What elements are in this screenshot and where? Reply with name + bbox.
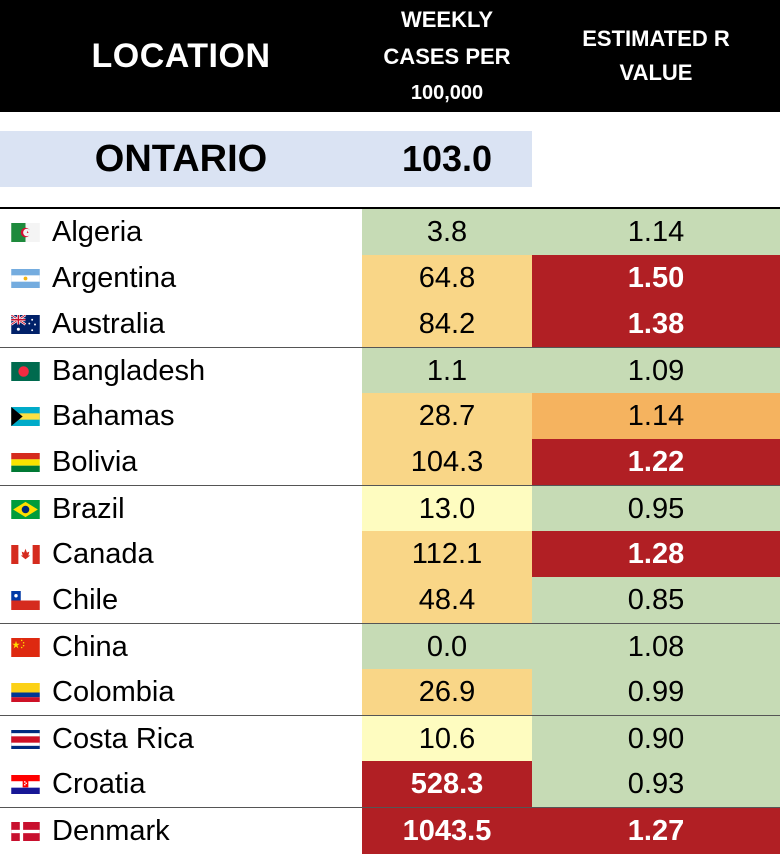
croatia-flag-icon xyxy=(11,775,40,794)
estimated-r-cell: 1.28 xyxy=(532,531,780,577)
country-name: Australia xyxy=(52,308,165,340)
bangladesh-flag-icon xyxy=(11,362,40,381)
table-row: Costa Rica 10.6 0.90 xyxy=(0,715,780,762)
bahamas-flag-icon xyxy=(11,407,40,426)
denmark-flag-icon xyxy=(11,822,40,841)
weekly-cases-cell: 0.0 xyxy=(362,624,532,670)
weekly-cases-cell: 84.2 xyxy=(362,301,532,347)
argentina-flag-icon xyxy=(11,269,40,288)
weekly-cases-cell: 112.1 xyxy=(362,531,532,577)
table-row: China 0.0 1.08 xyxy=(0,623,780,670)
country-name: Canada xyxy=(52,538,154,570)
weekly-cases-cell: 528.3 xyxy=(362,761,532,807)
canada-flag-icon xyxy=(11,545,40,564)
table-row: Brazil 13.0 0.95 xyxy=(0,485,780,532)
colombia-flag-icon xyxy=(11,683,40,702)
country-table: Algeria 3.8 1.14 Argentina 64.8 1.50 Aus… xyxy=(0,209,780,854)
bolivia-flag-icon xyxy=(11,453,40,472)
costa-rica-flag-icon xyxy=(11,730,40,749)
weekly-cases-cell: 104.3 xyxy=(362,439,532,485)
estimated-r-cell: 1.08 xyxy=(532,624,780,670)
estimated-r-cell: 0.85 xyxy=(532,577,780,623)
estimated-r-cell: 1.27 xyxy=(532,808,780,854)
table-row: Canada 112.1 1.28 xyxy=(0,531,780,577)
weekly-cases-cell: 1.1 xyxy=(362,348,532,394)
country-name: Denmark xyxy=(52,815,170,847)
chile-flag-icon xyxy=(11,591,40,610)
country-name: Bahamas xyxy=(52,400,175,432)
weekly-cases-cell: 1043.5 xyxy=(362,808,532,854)
table-row: Bangladesh 1.1 1.09 xyxy=(0,347,780,394)
country-name: Algeria xyxy=(52,216,143,248)
weekly-cases-cell: 48.4 xyxy=(362,577,532,623)
country-name: Colombia xyxy=(52,676,175,708)
estimated-r-cell: 0.99 xyxy=(532,669,780,715)
estimated-r-cell: 1.38 xyxy=(532,301,780,347)
estimated-r-cell: 0.95 xyxy=(532,486,780,532)
table-row: Argentina 64.8 1.50 xyxy=(0,255,780,301)
australia-flag-icon xyxy=(10,315,40,334)
table-row: Denmark 1043.5 1.27 xyxy=(0,807,780,854)
estimated-r-column-header: ESTIMATED R VALUE xyxy=(532,0,780,112)
ontario-weekly-cases: 103.0 xyxy=(401,138,493,179)
country-name: Argentina xyxy=(52,262,177,294)
ontario-label: ONTARIO xyxy=(94,137,268,180)
country-name: Croatia xyxy=(52,768,146,800)
weekly-cases-cell: 26.9 xyxy=(362,669,532,715)
estimated-r-cell: 1.14 xyxy=(532,393,780,439)
table-row: Algeria 3.8 1.14 xyxy=(0,209,780,255)
estimated-r-header-line2: VALUE xyxy=(619,60,693,85)
weekly-cases-cell: 3.8 xyxy=(362,209,532,255)
table-row: Bahamas 28.7 1.14 xyxy=(0,393,780,439)
country-name: China xyxy=(52,631,128,663)
table-row: Australia 84.2 1.38 xyxy=(0,301,780,347)
china-flag-icon xyxy=(11,638,40,657)
country-name: Brazil xyxy=(52,493,125,525)
location-column-header: LOCATION xyxy=(91,36,271,75)
weekly-cases-cell: 13.0 xyxy=(362,486,532,532)
table-divider xyxy=(0,207,780,209)
estimated-r-cell: 1.09 xyxy=(532,348,780,394)
estimated-r-cell: 0.90 xyxy=(532,716,780,762)
country-name: Bangladesh xyxy=(52,355,206,387)
table-row: Colombia 26.9 0.99 xyxy=(0,669,780,715)
estimated-r-header-line1: ESTIMATED R xyxy=(582,26,730,51)
table-row: Croatia 528.3 0.93 xyxy=(0,761,780,807)
country-name: Costa Rica xyxy=(52,723,194,755)
weekly-cases-cell: 64.8 xyxy=(362,255,532,301)
table-row: Chile 48.4 0.85 xyxy=(0,577,780,623)
weekly-cases-column-header: WEEKLY CASES PER 100,000 xyxy=(362,0,532,112)
weekly-cases-header-line3: 100,000 xyxy=(410,81,484,104)
brazil-flag-icon xyxy=(11,500,40,519)
estimated-r-cell: 1.50 xyxy=(532,255,780,301)
weekly-cases-header-line2: CASES PER xyxy=(383,43,511,69)
algeria-flag-icon xyxy=(11,223,40,242)
country-name: Chile xyxy=(52,584,119,616)
weekly-cases-header-line1: WEEKLY xyxy=(400,6,494,32)
table-header: LOCATION WEEKLY CASES PER 100,000 ESTIMA… xyxy=(0,0,780,112)
country-name: Bolivia xyxy=(52,446,138,478)
estimated-r-cell: 0.93 xyxy=(532,761,780,807)
estimated-r-cell: 1.22 xyxy=(532,439,780,485)
ontario-summary-row: ONTARIO 103.0 xyxy=(0,131,532,187)
weekly-cases-cell: 28.7 xyxy=(362,393,532,439)
table-row: Bolivia 104.3 1.22 xyxy=(0,439,780,485)
weekly-cases-cell: 10.6 xyxy=(362,716,532,762)
estimated-r-cell: 1.14 xyxy=(532,209,780,255)
